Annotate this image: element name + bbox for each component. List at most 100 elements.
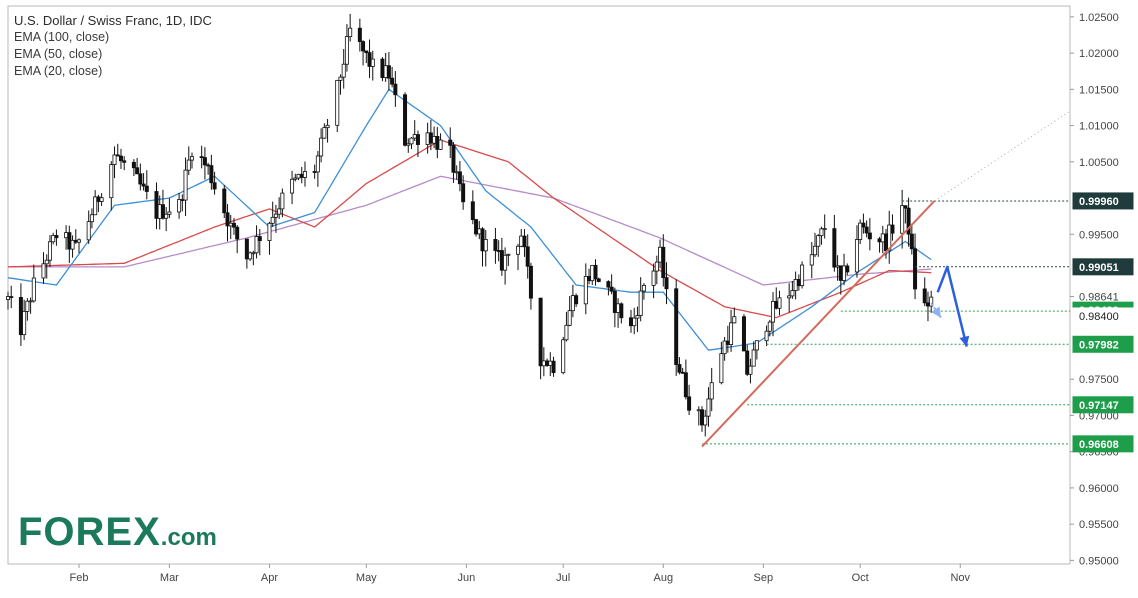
candle-up	[842, 265, 847, 281]
time-tick-label: Oct	[852, 572, 869, 584]
trendline-group	[701, 110, 1071, 448]
candle-down	[54, 235, 59, 239]
candle-up	[432, 136, 437, 144]
price-label-box	[1072, 307, 1134, 325]
candle-down	[499, 250, 504, 271]
candle-down	[593, 264, 598, 280]
candle-down	[115, 154, 120, 157]
candle-down	[612, 290, 617, 313]
candle-down	[587, 276, 592, 282]
candle-up	[819, 228, 824, 237]
price-tick-label: 1.02500	[1079, 12, 1119, 24]
candle-down	[470, 201, 475, 221]
candle-up	[519, 235, 524, 247]
candle-down	[551, 360, 556, 374]
candle-down	[461, 183, 466, 203]
price-tick-label: 1.02000	[1079, 48, 1119, 60]
candle-down	[922, 288, 927, 304]
candle-up	[31, 277, 36, 302]
candle-down	[122, 160, 127, 163]
trendline-extension	[934, 110, 1071, 202]
candle-up	[164, 213, 169, 219]
candle-down	[725, 340, 730, 345]
candle-down	[357, 27, 362, 42]
candle-down	[741, 316, 746, 352]
candle-down	[364, 50, 369, 54]
candle-up	[635, 315, 640, 319]
time-tick-label: May	[356, 572, 377, 584]
candle-down	[680, 371, 685, 374]
candle-down	[180, 199, 185, 201]
candle-up	[483, 239, 488, 252]
candle-down	[160, 204, 165, 219]
candle-up	[344, 36, 349, 65]
time-tick-label: Jul	[556, 572, 570, 584]
candle-down	[522, 235, 527, 248]
ema20-line-group	[7, 88, 932, 351]
candle-up	[267, 222, 272, 242]
candle-down	[118, 155, 123, 162]
candle-down	[415, 134, 420, 145]
forecast-arrow-alt-head	[931, 306, 941, 318]
candle-down	[909, 233, 914, 250]
candle-up	[77, 239, 82, 243]
candle-down	[244, 238, 249, 260]
candle-down	[884, 233, 889, 252]
candle-up	[854, 239, 859, 273]
price-label-text: 0.98400	[1079, 311, 1119, 323]
price-label-text: 0.97982	[1079, 339, 1119, 351]
ema100-line	[8, 175, 932, 286]
candle-up	[506, 253, 511, 256]
candle-down	[913, 248, 918, 290]
price-tick-label: 1.00500	[1079, 157, 1119, 169]
candle-up	[293, 177, 298, 180]
forecast-arrow-alt	[930, 302, 942, 319]
candle-up	[564, 324, 569, 341]
candle-up	[290, 178, 295, 194]
candle-down	[257, 236, 262, 242]
candle-up	[696, 409, 701, 412]
candle-down	[838, 265, 843, 281]
price-label-box	[1072, 396, 1134, 414]
candles-group	[6, 13, 934, 437]
candle-down	[606, 281, 611, 288]
candle-up	[719, 353, 724, 384]
candle-up	[929, 296, 934, 307]
candle-down	[435, 136, 440, 150]
candle-down	[457, 171, 462, 185]
candle-up	[583, 276, 588, 305]
candle-up	[296, 173, 301, 179]
candle-down	[700, 409, 705, 426]
candle-up	[703, 415, 708, 426]
candle-up	[632, 317, 637, 327]
candle-up	[722, 340, 727, 355]
candle-up	[771, 300, 776, 323]
candle-down	[67, 232, 72, 250]
candle-down	[209, 165, 214, 184]
candle-down	[877, 238, 882, 243]
candle-down	[903, 205, 908, 209]
candle-down	[299, 173, 304, 178]
candle-up	[109, 164, 114, 199]
candle-up	[425, 132, 430, 145]
candle-up	[280, 192, 285, 210]
candle-up	[809, 254, 814, 266]
candle-down	[687, 396, 692, 411]
candle-up	[887, 224, 892, 252]
candle-up	[732, 316, 737, 324]
candle-down	[199, 156, 204, 159]
candle-up	[319, 137, 324, 157]
candle-up	[348, 27, 353, 38]
candle-down	[138, 173, 143, 185]
time-tick-label: Jun	[457, 572, 475, 584]
price-label-box	[1072, 335, 1134, 353]
candle-down	[796, 279, 801, 287]
candle-up	[251, 252, 256, 255]
candle-up	[189, 156, 194, 161]
candle-up	[800, 264, 805, 287]
candle-up	[767, 321, 772, 332]
price-tick-label: 0.96000	[1079, 483, 1119, 495]
candle-up	[28, 300, 33, 303]
candle-up	[177, 199, 182, 213]
